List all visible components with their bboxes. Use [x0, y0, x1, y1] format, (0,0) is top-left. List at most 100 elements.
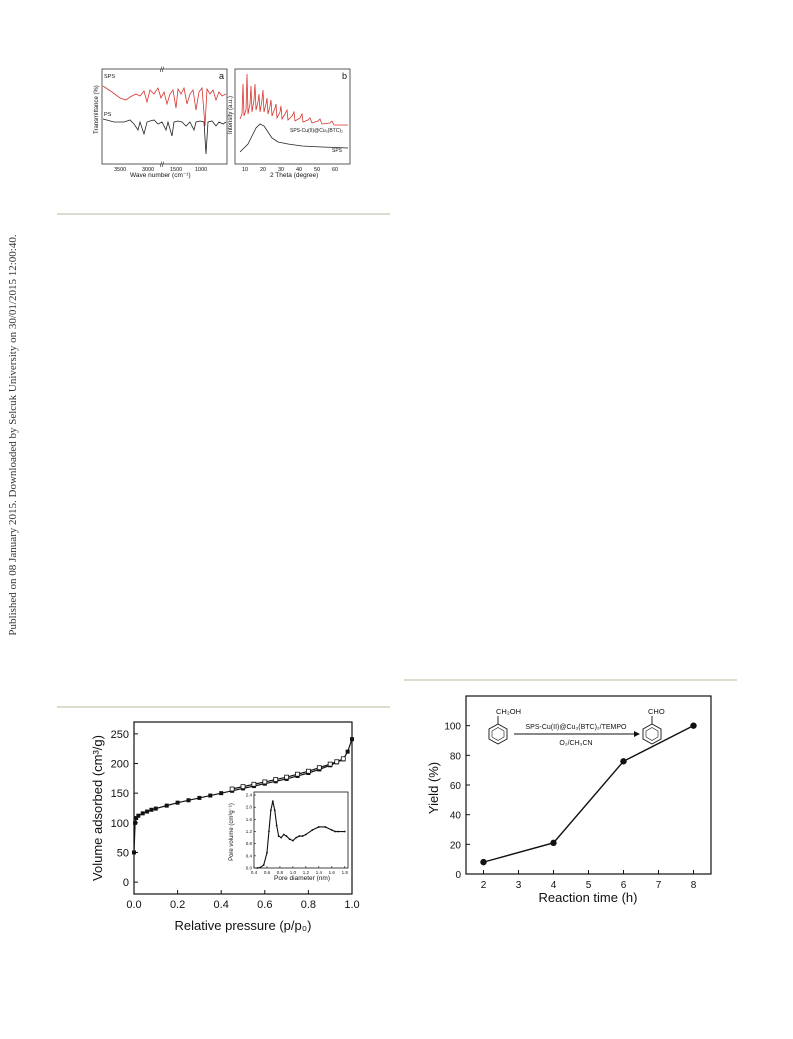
inset-ytick-label: 0.4	[246, 853, 253, 858]
yield-xtick-label: 2	[481, 880, 487, 891]
panel-b-xtick: 50	[314, 167, 320, 173]
yield-point	[550, 839, 557, 847]
bet-adsorption-point	[149, 807, 154, 812]
inset-point	[301, 835, 304, 837]
inset-point	[317, 826, 320, 828]
bet-desorption-point	[316, 765, 322, 771]
panel-b-sps-pattern	[239, 123, 349, 153]
conditions-label: O₂/CH₃CN	[559, 740, 592, 747]
inset-point	[268, 830, 270, 833]
panel-b-xtick: 30	[278, 167, 284, 173]
inset-point	[311, 829, 314, 831]
bet-adsorption-point	[140, 811, 145, 816]
panel-a-xtick: 1000	[195, 167, 207, 173]
inset-xtick-label: 1.4	[316, 870, 323, 875]
bet-adsorption-point	[186, 798, 191, 803]
inset-xtick-label: 1.8	[342, 870, 349, 875]
yield-xtick-label: 4	[551, 880, 557, 891]
inset-point	[304, 833, 307, 836]
yield-ytick-label: 20	[450, 840, 462, 851]
bet-xtick-label: 1.0	[344, 899, 359, 911]
yield-ylabel: Yield (%)	[426, 762, 441, 814]
bet-desorption-point	[334, 759, 340, 765]
bet-xtick-label: 0.4	[214, 899, 229, 911]
inset-xtick-label: 0.8	[277, 870, 284, 875]
bet-ytick-label: 150	[111, 788, 129, 800]
panel-b-ylabel: Intensity (a.u.)	[228, 96, 234, 134]
inset-point	[269, 809, 272, 812]
section-divider-top	[57, 213, 390, 215]
inset-xtick-label: 1.2	[303, 870, 310, 875]
inset-point	[295, 836, 298, 839]
bet-xtick-label: 0.6	[257, 899, 272, 911]
inset-point	[275, 824, 278, 827]
panel-b-xtick: 40	[296, 167, 302, 173]
bet-desorption-point	[284, 774, 290, 780]
bet-adsorption-point	[134, 816, 139, 821]
bet-xlabel: Relative pressure (p/p₀)	[175, 918, 312, 933]
inset-ytick-label: 2.0	[246, 805, 253, 810]
inset-pore-distribution-line	[257, 801, 345, 869]
bet-xtick-label: 0.8	[301, 899, 316, 911]
inset-point	[291, 839, 294, 842]
bet-adsorption-point	[133, 820, 138, 825]
panel-b-xtick: 60	[332, 167, 338, 173]
panel-a-series-label-ps: PS	[104, 112, 112, 118]
bet-adsorption-point	[219, 791, 224, 796]
inset-point	[266, 851, 268, 854]
panel-a-letter: a	[219, 71, 224, 81]
bet-desorption-point	[327, 761, 333, 767]
reactant-group: CH₂OH	[496, 707, 521, 716]
inset-xtick-label: 0.4	[251, 870, 258, 875]
section-divider-right	[404, 679, 737, 681]
inset-ytick-label: 0.8	[246, 841, 253, 846]
inset-point	[277, 835, 280, 837]
panel-b-xlabel: 2 Theta (degree)	[270, 172, 318, 179]
inset-point	[330, 829, 333, 831]
inset-point	[298, 835, 301, 837]
bet-ytick-label: 50	[117, 847, 129, 859]
bet-xtick-label: 0.2	[170, 899, 185, 911]
yield-point	[620, 758, 627, 765]
yield-ytick-label: 0	[455, 870, 461, 881]
catalyst-label: SPS-Cu(II)@Cu₃(BTC)₂/TEMPO	[526, 724, 628, 731]
inset-xtick-label: 1.0	[290, 870, 297, 875]
inset-point	[334, 830, 336, 833]
panel-a-xtick: 3500	[114, 167, 126, 173]
yield-xtick-label: 8	[691, 880, 697, 891]
bet-desorption-point	[262, 779, 268, 785]
panel-b-composite-pattern	[239, 73, 348, 126]
bet-desorption-point	[229, 786, 235, 792]
yield-ytick-label: 100	[444, 722, 461, 733]
panel-a-break-bottom: //	[160, 162, 164, 169]
inset-ylabel: Pore volume (cm³g⁻¹)	[229, 803, 235, 861]
bet-ylabel: Volume adsorbed (cm³/g)	[90, 735, 105, 881]
bet-ytick-label: 0	[123, 877, 129, 889]
yield-xtick-label: 7	[656, 880, 662, 891]
yield-xtick-label: 3	[516, 880, 522, 891]
bet-desorption-point	[340, 756, 346, 762]
panel-b-series-label-composite: SPS-Cu(II)@Cu₃(BTC)₂	[290, 128, 343, 134]
panel-b-xtick: 20	[260, 167, 266, 173]
inset-ytick-label: 1.6	[246, 817, 253, 822]
bet-series-desorption-line	[231, 758, 344, 790]
bet-xtick-label: 0.0	[126, 899, 141, 911]
download-notice: Published on 08 January 2015. Downloaded…	[3, 230, 23, 640]
yield-xtick-label: 6	[621, 880, 627, 891]
panel-a-break-top: //	[160, 67, 164, 74]
bet-adsorption-point	[197, 795, 202, 800]
yield-xlabel: Reaction time (h)	[539, 890, 638, 905]
yield-ytick-label: 60	[450, 781, 462, 792]
reaction-scheme: CH₂OH SPS-Cu(II)@Cu₃(BTC)₂/TEMPO O₂/CH₃C…	[488, 707, 665, 747]
panel-a-xtick: 3000	[142, 167, 154, 173]
panel-a-sps-spectrum	[102, 85, 227, 127]
inset-ytick-label: 2.4	[246, 793, 253, 798]
yield-line	[483, 725, 694, 863]
inset-point	[324, 826, 327, 828]
inset-point	[282, 833, 285, 836]
bet-adsorption-point	[136, 813, 141, 818]
bet-adsorption-point	[175, 800, 180, 805]
bet-adsorption-point	[350, 737, 354, 742]
bet-adsorption-point	[345, 749, 350, 754]
